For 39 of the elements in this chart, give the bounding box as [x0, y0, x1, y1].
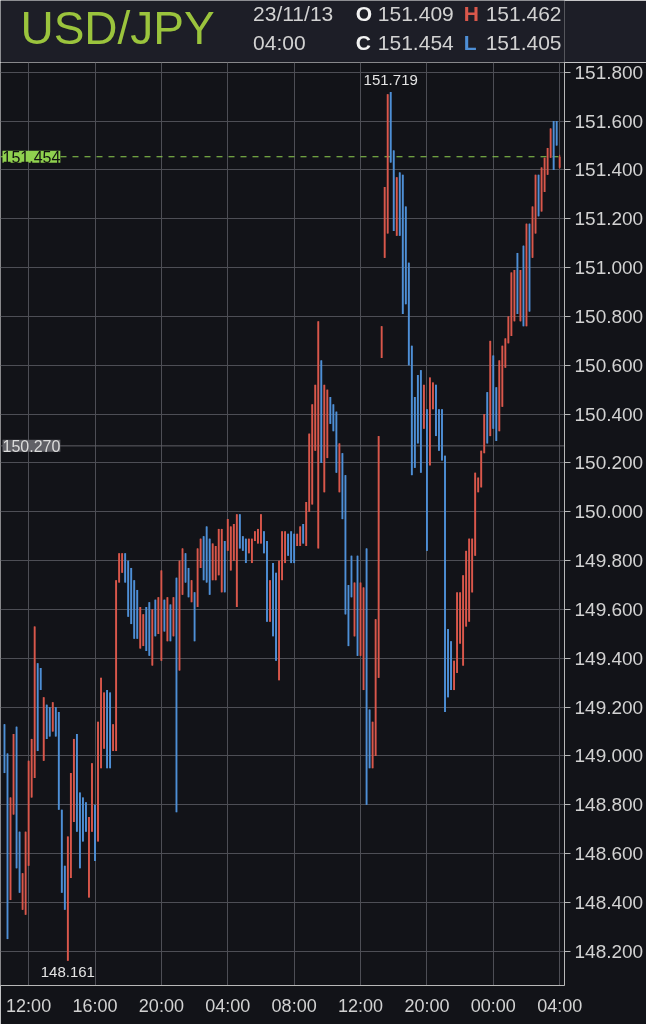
y-tick-label: 151.000 [574, 257, 644, 279]
y-tick-label: 149.800 [574, 550, 644, 572]
ref-line-label: 150.270 [2, 437, 61, 455]
y-tick-label: 148.800 [574, 794, 644, 816]
y-tick-label: 151.200 [574, 208, 644, 230]
x-tick-label: 04:00 [205, 995, 251, 1016]
y-tick-label: 148.200 [574, 940, 644, 962]
x-tick-label: 12:00 [6, 995, 52, 1016]
y-tick-label: 150.800 [574, 305, 644, 327]
y-tick-label: 149.600 [574, 598, 644, 620]
y-tick-label: 148.600 [574, 843, 644, 865]
ref-line-label: 151.454 [2, 148, 61, 166]
y-tick-label: 150.000 [574, 501, 644, 523]
y-tick-label: 151.800 [574, 61, 644, 83]
y-tick-label: 151.600 [574, 110, 644, 132]
text: 23/11/13 [253, 2, 334, 25]
y-tick-label: 150.600 [574, 354, 644, 376]
text: H 151.462 [463, 1, 562, 25]
y-tick-label: 150.400 [574, 403, 644, 425]
text: O 151.409 [355, 1, 454, 25]
y-tick-label: 149.200 [574, 696, 644, 718]
x-tick-label: 12:00 [338, 995, 384, 1016]
y-tick-label: 149.400 [574, 647, 644, 669]
annotation: 148.161 [40, 962, 95, 980]
x-tick-label: 16:00 [72, 995, 118, 1016]
text: 04:00 [253, 31, 306, 54]
y-tick-label: 150.200 [574, 452, 644, 474]
x-tick-label: 08:00 [271, 995, 317, 1016]
x-tick-label: 20:00 [138, 995, 184, 1016]
text: C 151.454 [355, 30, 455, 54]
text: L 151.405 [463, 30, 562, 54]
annotation: 151.719 [363, 71, 418, 89]
y-tick-label: 151.400 [574, 159, 644, 181]
x-tick-label: 04:00 [537, 995, 583, 1016]
x-tick-label: 00:00 [470, 995, 516, 1016]
y-tick-label: 148.400 [574, 891, 644, 913]
y-tick-label: 149.000 [574, 745, 644, 767]
chart-title: USD/JPY [20, 1, 215, 54]
x-tick-label: 20:00 [404, 995, 450, 1016]
